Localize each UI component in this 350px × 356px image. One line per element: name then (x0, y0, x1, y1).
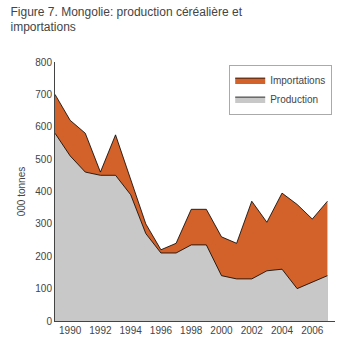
svg-text:Importations: Importations (270, 75, 325, 86)
svg-text:Figure 7. Mongolie: production: Figure 7. Mongolie: production céréalièr… (11, 5, 243, 35)
svg-text:600: 600 (35, 121, 52, 132)
svg-text:200: 200 (35, 251, 52, 262)
svg-text:400: 400 (35, 186, 52, 197)
svg-text:100: 100 (35, 283, 52, 294)
svg-text:300: 300 (35, 218, 52, 229)
svg-text:000 tonnes: 000 tonnes (16, 167, 27, 217)
svg-text:1994: 1994 (120, 325, 143, 336)
svg-text:700: 700 (35, 89, 52, 100)
svg-text:0: 0 (46, 316, 52, 327)
svg-text:800: 800 (35, 57, 52, 68)
svg-text:1996: 1996 (150, 325, 173, 336)
svg-text:Production: Production (270, 94, 318, 105)
svg-text:2002: 2002 (241, 325, 264, 336)
svg-text:2004: 2004 (271, 325, 294, 336)
svg-text:2000: 2000 (210, 325, 233, 336)
svg-text:2006: 2006 (301, 325, 324, 336)
svg-text:1990: 1990 (59, 325, 82, 336)
svg-text:1998: 1998 (180, 325, 203, 336)
svg-text:500: 500 (35, 154, 52, 165)
svg-text:1992: 1992 (89, 325, 112, 336)
